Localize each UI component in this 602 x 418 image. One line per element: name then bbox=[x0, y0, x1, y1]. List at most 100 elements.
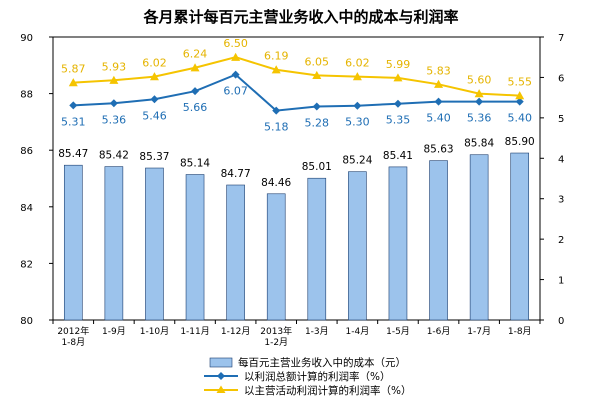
series-point[interactable] bbox=[190, 63, 200, 72]
series-data-label: 5.35 bbox=[386, 114, 411, 127]
bar-data-label: 85.41 bbox=[383, 150, 413, 162]
series-point[interactable] bbox=[515, 97, 524, 106]
series-line bbox=[73, 56, 520, 97]
bar[interactable] bbox=[510, 152, 530, 321]
x-axis-tick-label: 1-6月 bbox=[427, 326, 451, 337]
series-point[interactable] bbox=[272, 106, 281, 115]
bar[interactable] bbox=[429, 160, 448, 321]
left-axis-tick-label: 80 bbox=[20, 316, 33, 327]
series-data-label: 5.83 bbox=[426, 64, 451, 77]
bar-data-label: 85.47 bbox=[58, 148, 88, 160]
legend-swatch-marker bbox=[217, 372, 225, 380]
series-point[interactable] bbox=[434, 79, 444, 88]
x-axis-tick-label: 1-9月 bbox=[102, 326, 126, 337]
series-data-label: 6.50 bbox=[223, 37, 248, 50]
bar[interactable] bbox=[348, 171, 367, 321]
series-data-label: 5.66 bbox=[183, 101, 208, 114]
left-axis-tick-label: 88 bbox=[20, 90, 33, 101]
series-point[interactable] bbox=[393, 99, 402, 108]
series-data-label: 5.31 bbox=[61, 115, 86, 128]
bar-data-label: 84.46 bbox=[261, 177, 291, 189]
right-axis-tick-label: 1 bbox=[558, 276, 564, 287]
series-point[interactable] bbox=[68, 78, 78, 87]
series-data-label: 5.99 bbox=[386, 58, 411, 71]
bar-data-label: 85.14 bbox=[180, 158, 210, 170]
x-axis-tick-label: 1-2月 bbox=[264, 337, 288, 348]
right-axis-tick-label: 2 bbox=[558, 235, 564, 246]
series-data-label: 5.36 bbox=[467, 112, 492, 125]
series-data-label: 6.24 bbox=[183, 48, 208, 61]
legend-label: 以利润总额计算的利润率（%） bbox=[244, 370, 390, 383]
series-data-label: 5.40 bbox=[507, 112, 532, 125]
series-point[interactable] bbox=[231, 70, 240, 79]
legend-label: 以主营活动利润计算的利润率（%） bbox=[244, 384, 411, 397]
series-data-label: 6.05 bbox=[305, 55, 330, 68]
series-point[interactable] bbox=[434, 97, 443, 106]
bar[interactable] bbox=[145, 167, 164, 321]
bar[interactable] bbox=[226, 184, 245, 321]
legend-swatch-bar bbox=[209, 357, 233, 368]
x-axis-tick-label: 1-5月 bbox=[386, 326, 410, 337]
series-point[interactable] bbox=[109, 99, 118, 108]
series-point[interactable] bbox=[352, 72, 362, 81]
series-point[interactable] bbox=[191, 87, 200, 96]
series-point[interactable] bbox=[515, 91, 525, 100]
series-point[interactable] bbox=[393, 73, 403, 82]
series-data-label: 5.60 bbox=[467, 74, 492, 87]
bar-data-label: 85.63 bbox=[424, 144, 454, 156]
series-data-label: 6.02 bbox=[142, 57, 167, 70]
legend-label: 每百元主营业务收入中的成本（元） bbox=[238, 356, 406, 369]
series-point[interactable] bbox=[69, 101, 78, 110]
bar[interactable] bbox=[307, 177, 327, 321]
series-point[interactable] bbox=[271, 65, 281, 74]
series-data-label: 6.19 bbox=[264, 50, 289, 63]
series-point[interactable] bbox=[312, 102, 321, 111]
bar-data-label: 85.84 bbox=[464, 138, 494, 150]
x-axis-tick-label: 1-8月 bbox=[508, 326, 532, 337]
series-point[interactable] bbox=[150, 95, 159, 104]
left-axis-tick-label: 90 bbox=[20, 33, 33, 44]
right-axis-tick-label: 5 bbox=[558, 114, 564, 125]
series-data-label: 5.28 bbox=[305, 117, 330, 130]
x-axis-tick-label: 1-4月 bbox=[346, 326, 370, 337]
x-axis-tick-label: 2012年 bbox=[57, 325, 89, 337]
series-point[interactable] bbox=[474, 89, 484, 98]
series-data-label: 5.30 bbox=[345, 116, 370, 129]
right-axis-tick-label: 6 bbox=[558, 73, 564, 84]
right-axis-tick-label: 4 bbox=[558, 154, 564, 165]
bar[interactable] bbox=[469, 154, 489, 321]
bar[interactable] bbox=[63, 164, 83, 321]
series-data-label: 5.36 bbox=[102, 113, 127, 126]
series-point[interactable] bbox=[475, 97, 484, 106]
series-point[interactable] bbox=[353, 101, 362, 110]
series-point[interactable] bbox=[149, 72, 159, 81]
chart-title: 各月累计每百元主营业务收入中的成本与利润率 bbox=[142, 8, 458, 26]
series-point[interactable] bbox=[231, 52, 241, 61]
bar[interactable] bbox=[104, 166, 124, 321]
series-point[interactable] bbox=[312, 70, 322, 80]
bar-data-label: 85.24 bbox=[342, 155, 372, 167]
x-axis-tick-label: 1-7月 bbox=[467, 326, 491, 337]
bar-data-label: 85.90 bbox=[505, 136, 535, 148]
series-data-label: 5.55 bbox=[507, 76, 532, 89]
bar[interactable] bbox=[266, 193, 286, 321]
series-data-label: 5.93 bbox=[102, 60, 127, 73]
bar-data-label: 84.77 bbox=[221, 168, 251, 180]
left-axis-tick-label: 86 bbox=[20, 146, 33, 157]
x-axis-tick-label: 1-8月 bbox=[61, 337, 85, 348]
bar[interactable] bbox=[185, 174, 205, 321]
x-axis-tick-label: 2013年 bbox=[260, 325, 292, 337]
series-data-label: 5.46 bbox=[142, 109, 167, 122]
series-data-label: 6.07 bbox=[223, 85, 248, 98]
series-point[interactable] bbox=[109, 75, 119, 84]
series-data-label: 5.87 bbox=[61, 63, 86, 76]
bar-data-label: 85.37 bbox=[139, 151, 169, 163]
series-line bbox=[73, 73, 520, 112]
x-axis-tick-label: 1-3月 bbox=[305, 326, 329, 337]
right-axis-tick-label: 0 bbox=[558, 316, 564, 327]
series-data-label: 6.02 bbox=[345, 57, 370, 70]
legend: 每百元主营业务收入中的成本（元）以利润总额计算的利润率（%）以主营活动利润计算的… bbox=[204, 356, 411, 397]
bar[interactable] bbox=[388, 166, 408, 321]
